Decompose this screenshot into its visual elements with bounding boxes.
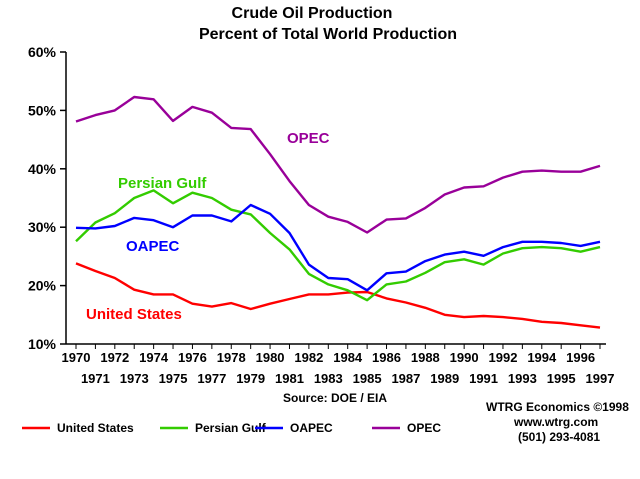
x-tick-label: 1973 [120,371,149,386]
x-tick-label: 1995 [547,371,576,386]
series-line-opec [75,95,601,234]
x-tick-label: 1975 [159,371,188,386]
legend-label-opec: OPEC [407,421,441,435]
legend: United States Persian Gulf OAPEC OPEC [22,421,441,435]
x-tick-label: 1987 [391,371,420,386]
legend-label-oapec: OAPEC [290,421,333,435]
y-tick-label: 20% [28,278,57,294]
credit-block: WTRG Economics ©1998 www.wtrg.com (501) … [486,400,629,444]
x-tick-label: 1994 [527,350,557,365]
y-tick-label: 30% [28,219,57,235]
credit-line-1: WTRG Economics ©1998 [486,400,629,414]
x-tick-label: 1993 [508,371,537,386]
x-tick-label: 1997 [586,371,615,386]
x-tick-label: 1971 [81,371,110,386]
x-tick-label: 1983 [314,371,343,386]
x-tick-label: 1985 [353,371,382,386]
series-line-oapec [75,203,601,292]
x-tick-label: 1989 [430,371,459,386]
x-tick-label: 1991 [469,371,498,386]
x-tick-label: 1972 [100,350,129,365]
x-tick-label: 1982 [294,350,323,365]
x-axis-ticks: 1970 1972 1974 1976 1978 1980 1982 1984 1986 1988… [62,344,615,386]
chart-source: Source: DOE / EIA [283,391,387,405]
x-tick-label: 1976 [178,350,207,365]
credit-line-3: (501) 293-4081 [518,430,600,444]
series-label-persian-gulf: Persian Gulf [118,175,207,192]
x-tick-label: 1977 [197,371,226,386]
x-tick-label: 1990 [450,350,479,365]
x-tick-label: 1979 [236,371,265,386]
x-tick-label: 1986 [372,350,401,365]
y-tick-label: 60% [28,44,57,60]
legend-label-united-states: United States [57,421,134,435]
series-label-oapec: OAPEC [126,238,180,255]
chart-subtitle: Percent of Total World Production [199,26,457,43]
x-tick-label: 1988 [411,350,440,365]
chart-title: Crude Oil Production [232,5,393,22]
x-tick-label: 1981 [275,371,304,386]
x-tick-label: 1996 [566,350,595,365]
series-line-united-states [75,262,601,329]
series-line-persian-gulf [75,189,601,302]
series-label-opec: OPEC [287,130,330,147]
y-tick-label: 10% [28,336,57,352]
legend-label-persian-gulf: Persian Gulf [195,421,267,435]
y-tick-label: 40% [28,161,57,177]
credit-line-2: www.wtrg.com [513,415,598,429]
y-tick-label: 50% [28,102,57,118]
series-label-united-states: United States [86,306,182,323]
x-tick-label: 1992 [489,350,518,365]
x-tick-label: 1970 [62,350,91,365]
y-axis-ticks: 10% 20% 30% 40% 50% 60% [28,44,66,352]
x-tick-label: 1978 [217,350,246,365]
x-tick-label: 1974 [139,350,169,365]
x-tick-label: 1980 [256,350,285,365]
series-lines [75,95,601,329]
x-tick-label: 1984 [333,350,363,365]
series-labels: OPEC Persian Gulf OAPEC United States [86,130,330,323]
